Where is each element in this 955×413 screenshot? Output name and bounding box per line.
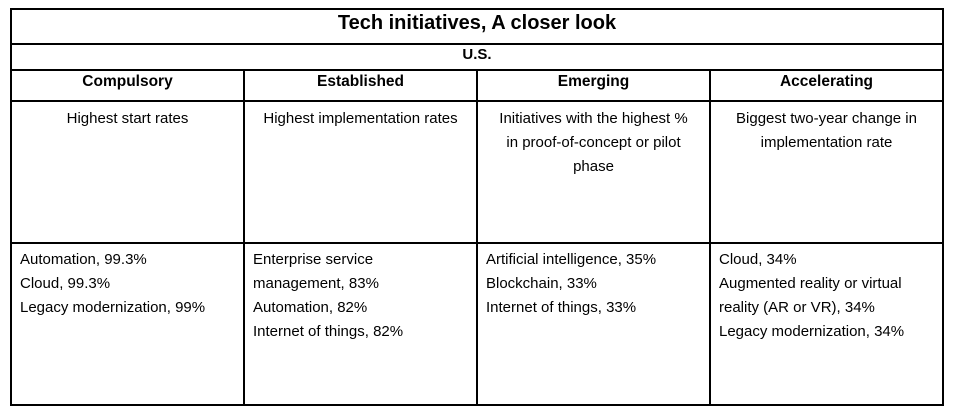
- column-data-emerging: Artificial intelligence, 35% Blockchain, …: [476, 242, 711, 406]
- column-description-established: Highest implementation rates: [243, 100, 478, 244]
- tech-initiatives-table: Tech initiatives, A closer look U.S. Com…: [10, 8, 944, 406]
- column-data-accelerating: Cloud, 34% Augmented reality or virtual r…: [709, 242, 944, 406]
- list-item: Enterprise service management, 83%: [253, 251, 379, 292]
- list-item: Automation, 99.3%: [20, 251, 147, 268]
- list-item: Cloud, 34%: [719, 251, 797, 268]
- list-item: Blockchain, 33%: [486, 275, 597, 292]
- column-description-emerging: Initiatives with the highest % in proof-…: [476, 100, 711, 244]
- list-item: Legacy modernization, 99%: [20, 299, 206, 316]
- list-item: Automation, 82%: [253, 299, 368, 316]
- page-title: Tech initiatives, A closer look: [10, 8, 944, 45]
- column-header-established: Established: [243, 69, 478, 102]
- column-description-compulsory: Highest start rates: [10, 100, 245, 244]
- column-data-established: Enterprise service management, 83% Automa…: [243, 242, 478, 406]
- header-row: Compulsory Established Emerging Accelera…: [10, 69, 944, 102]
- list-item: Legacy modernization, 34%: [719, 323, 905, 340]
- list-item: Internet of things, 33%: [486, 299, 637, 316]
- subtitle-row: U.S.: [10, 43, 944, 71]
- column-header-emerging: Emerging: [476, 69, 711, 102]
- column-header-compulsory: Compulsory: [10, 69, 245, 102]
- list-item: Internet of things, 82%: [253, 323, 404, 340]
- description-row: Highest start rates Highest implementati…: [10, 100, 944, 244]
- column-data-compulsory: Automation, 99.3% Cloud, 99.3% Legacy mode…: [10, 242, 245, 406]
- region-subtitle: U.S.: [10, 43, 944, 71]
- column-description-accelerating: Biggest two-year change in implementatio…: [709, 100, 944, 244]
- list-item: Cloud, 99.3%: [20, 275, 111, 292]
- list-item: Artificial intelligence, 35%: [486, 251, 657, 268]
- title-row: Tech initiatives, A closer look: [10, 8, 944, 45]
- list-item: Augmented reality or virtual reality (AR…: [719, 275, 902, 316]
- data-row: Automation, 99.3% Cloud, 99.3% Legacy mode…: [10, 242, 944, 406]
- column-header-accelerating: Accelerating: [709, 69, 944, 102]
